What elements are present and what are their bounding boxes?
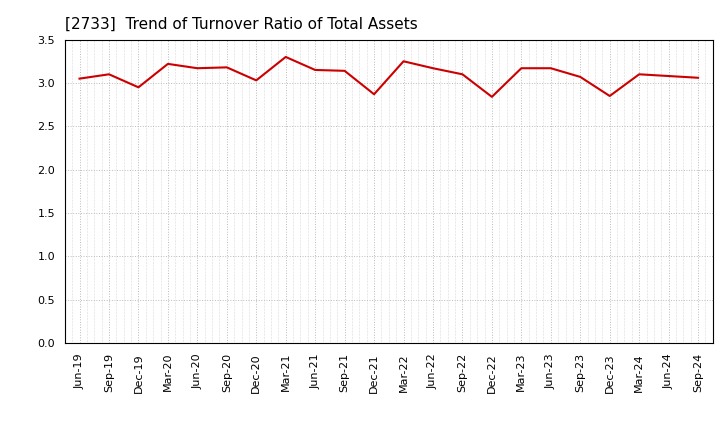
Text: [2733]  Trend of Turnover Ratio of Total Assets: [2733] Trend of Turnover Ratio of Total …: [65, 16, 418, 32]
